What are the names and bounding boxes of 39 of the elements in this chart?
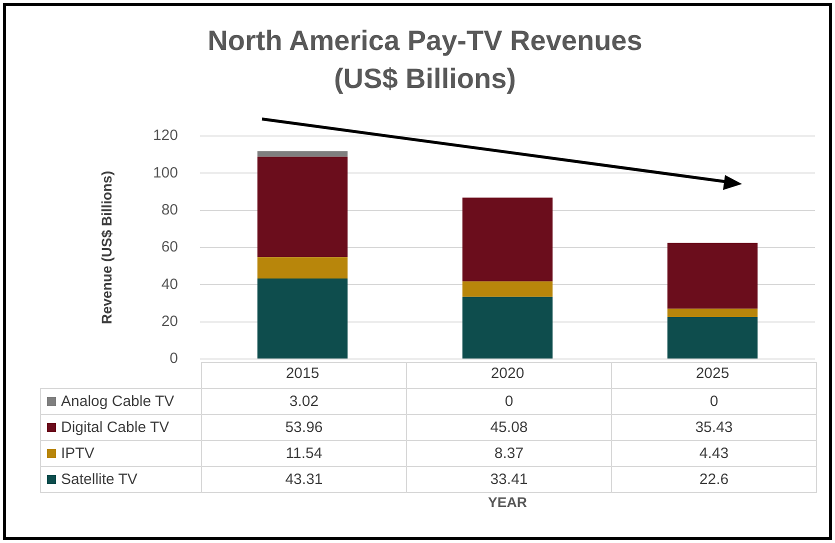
data-label: 43.31: [202, 466, 406, 492]
legend-label: Analog Cable TV: [40, 388, 202, 414]
y-tick-label: 40: [161, 276, 178, 293]
bar: [257, 278, 348, 358]
y-tick-label: 60: [161, 238, 178, 256]
data-label: 4.43: [612, 440, 816, 466]
bar: [257, 151, 348, 157]
legend-label: Digital Cable TV: [40, 414, 202, 440]
data-label: 3.02: [202, 388, 406, 414]
y-tick-label: 120: [152, 127, 178, 144]
y-tick-label: 0: [170, 350, 178, 368]
bar: [257, 257, 348, 279]
data-label: 0: [406, 388, 612, 414]
chart-title: North America Pay-TV Revenues (US$ Billions): [206, 24, 644, 96]
legend-label: IPTV: [40, 440, 202, 466]
bar: [667, 242, 758, 309]
bar: [462, 198, 553, 282]
data-label: 11.54: [202, 440, 406, 466]
data-label: 33.41: [406, 466, 612, 492]
bar: [667, 308, 758, 317]
legend-label: Satellite TV: [40, 466, 202, 492]
bar: [257, 156, 348, 258]
data-label: 0: [612, 388, 816, 414]
x-tick-label: 2020: [490, 365, 524, 382]
data-label: 22.6: [612, 466, 816, 492]
bar: [462, 296, 553, 358]
x-tick-label: 2025: [696, 365, 730, 382]
data-label: 45.08: [406, 414, 612, 440]
text: YEAR: [487, 494, 528, 510]
y-axis-title: Revenue (US$ Billions): [98, 170, 114, 324]
bar: [462, 281, 553, 297]
data-label: 8.37: [406, 440, 612, 466]
data-label: 53.96: [202, 414, 406, 440]
x-tick-label: 2015: [286, 365, 320, 382]
y-tick-label: 20: [161, 312, 178, 330]
y-tick-label: 80: [161, 201, 178, 218]
data-label: 35.43: [612, 414, 816, 440]
bar: [667, 317, 758, 358]
y-tick-label: 100: [152, 164, 178, 182]
